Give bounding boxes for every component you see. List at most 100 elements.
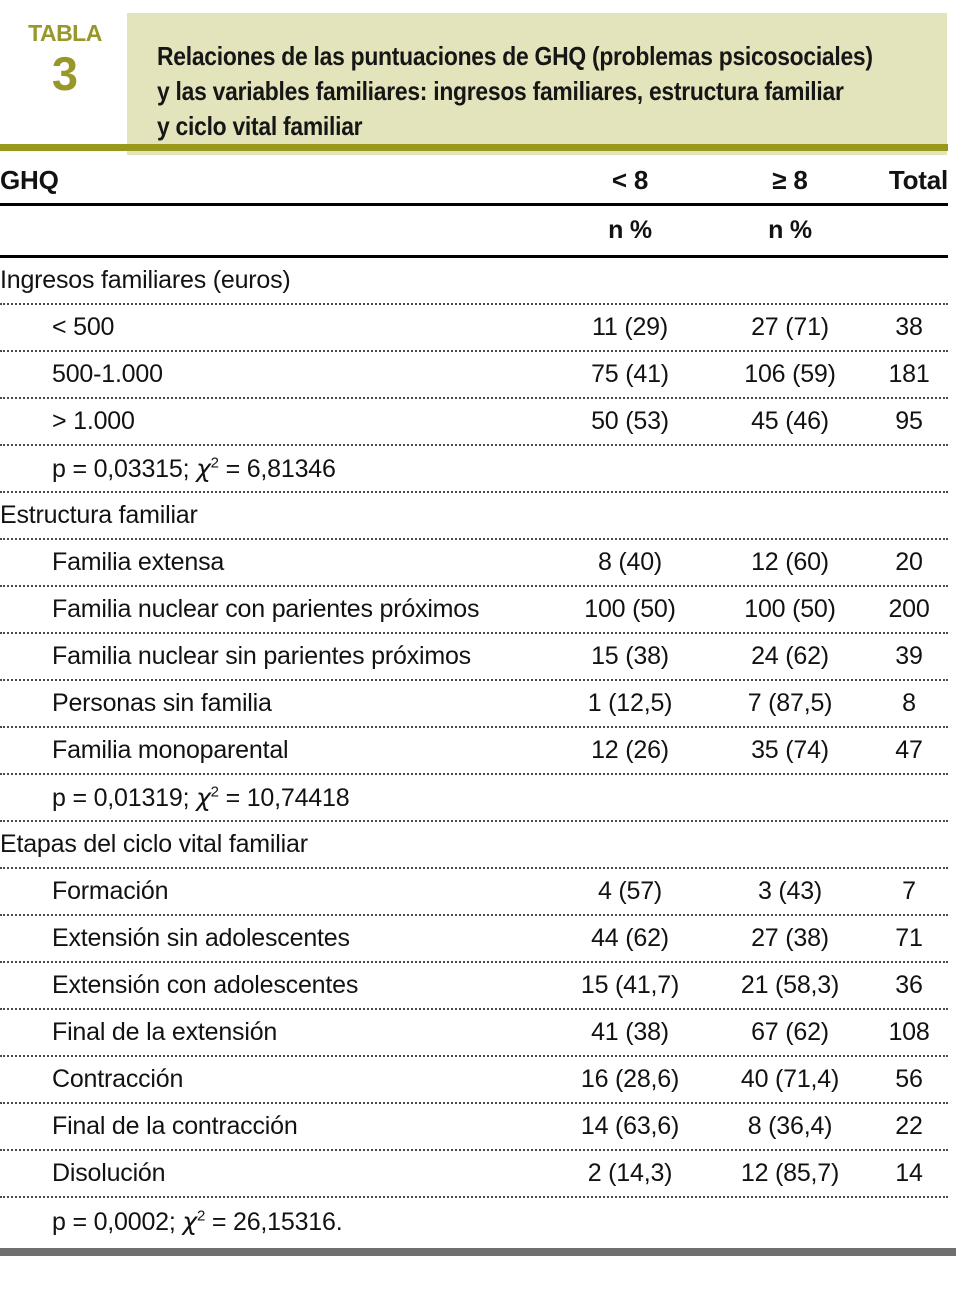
- cell-lt8: 15 (41,7): [580, 971, 680, 999]
- cell-total: 38: [895, 313, 923, 341]
- cell-gte8: 7 (87,5): [747, 689, 833, 717]
- table-title-line: y ciclo vital familiar: [157, 111, 363, 141]
- cell-lt8: 14 (63,6): [580, 1112, 680, 1140]
- stat-pre: p = 0,0002;: [52, 1207, 183, 1236]
- cell-lt8: 12 (26): [591, 736, 669, 764]
- cell-total: 7: [902, 877, 916, 905]
- cell-total: 14: [895, 1159, 923, 1187]
- column-header-gte8: ≥ 8: [772, 165, 808, 195]
- row-label: Personas sin familia: [52, 689, 272, 717]
- stat-pre: p = 0,03315;: [52, 454, 197, 483]
- cell-gte8: 100 (50): [744, 595, 836, 623]
- stat-text: p = 0,0002; χ2 = 26,15316.: [0, 1207, 948, 1237]
- cell-lt8: 4 (57): [597, 877, 663, 905]
- cell-gte8: 3 (43): [757, 877, 823, 905]
- row-label: Familia monoparental: [52, 736, 289, 764]
- cell-total: 200: [888, 595, 930, 623]
- row-label: Extensión con adolescentes: [52, 971, 359, 999]
- row-label: Final de la extensión: [52, 1018, 278, 1046]
- table-row: Disolución 2 (14,3) 12 (85,7) 14: [0, 1151, 948, 1198]
- section-title: Etapas del ciclo vital familiar: [0, 830, 308, 858]
- table-row: Contracción 16 (28,6) 40 (71,4) 56: [0, 1057, 948, 1104]
- section-title-row: Estructura familiar: [0, 493, 948, 540]
- table-row: < 500 11 (29) 27 (71) 38: [0, 305, 948, 352]
- stat-text: p = 0,03315; χ2 = 6,81346: [0, 454, 948, 484]
- cell-lt8: 1 (12,5): [587, 689, 673, 717]
- column-header-total: Total: [888, 165, 948, 195]
- table-row: > 1.000 50 (53) 45 (46) 95: [0, 399, 948, 446]
- table-badge-number: 3: [51, 47, 79, 100]
- stat-superscript: 2: [210, 783, 219, 801]
- table-row: Formación 4 (57) 3 (43) 7: [0, 869, 948, 916]
- cell-lt8: 2 (14,3): [587, 1159, 673, 1187]
- header-accent-rule: [0, 144, 948, 151]
- stat-row: p = 0,03315; χ2 = 6,81346: [0, 446, 948, 493]
- cell-gte8: 12 (85,7): [740, 1159, 840, 1187]
- table-subheader-row: n % n %: [0, 206, 948, 258]
- bottom-rule: [0, 1248, 956, 1256]
- cell-total: 108: [888, 1018, 930, 1046]
- stat-post: = 6,81346: [218, 454, 336, 483]
- row-label: Contracción: [52, 1065, 184, 1093]
- cell-lt8: 100 (50): [584, 595, 676, 623]
- row-label: Familia extensa: [52, 548, 225, 576]
- section-title: Estructura familiar: [0, 501, 198, 529]
- cell-lt8: 75 (41): [591, 360, 669, 388]
- column-header-lt8: < 8: [611, 165, 649, 195]
- cell-lt8: 8 (40): [597, 548, 663, 576]
- table-title-line: y las variables familiares: ingresos fam…: [157, 76, 844, 106]
- table-title-line: Relaciones de las puntuaciones de GHQ (p…: [157, 41, 873, 71]
- cell-total: 47: [895, 736, 923, 764]
- cell-lt8: 16 (28,6): [580, 1065, 680, 1093]
- cell-total: 71: [895, 924, 923, 952]
- cell-lt8: 15 (38): [591, 642, 669, 670]
- table-row: Familia extensa 8 (40) 12 (60) 20: [0, 540, 948, 587]
- cell-total: 95: [895, 407, 923, 435]
- cell-lt8: 41 (38): [591, 1018, 669, 1046]
- row-label: Final de la contracción: [52, 1112, 298, 1140]
- cell-gte8: 67 (62): [751, 1018, 829, 1046]
- stat-superscript: 2: [196, 1207, 206, 1225]
- cell-total: 20: [895, 548, 923, 576]
- data-table: GHQ < 8 ≥ 8 Total n % n % Ingresos famil…: [0, 158, 948, 1245]
- cell-gte8: 27 (38): [751, 924, 829, 952]
- cell-total: 56: [895, 1065, 923, 1093]
- table-row: 500-1.000 75 (41) 106 (59) 181: [0, 352, 948, 399]
- stat-post: = 26,15316.: [205, 1207, 343, 1236]
- table-title-box: Relaciones de las puntuaciones de GHQ (p…: [127, 13, 947, 155]
- column-header-ghq: GHQ: [0, 165, 59, 195]
- chi-symbol: χ: [196, 453, 211, 483]
- stat-post: = 10,74418: [218, 783, 350, 812]
- cell-gte8: 45 (46): [751, 407, 829, 435]
- cell-gte8: 12 (60): [751, 548, 829, 576]
- row-label: Disolución: [52, 1159, 166, 1187]
- table-row: Final de la contracción 14 (63,6) 8 (36,…: [0, 1104, 948, 1151]
- stat-text: p = 0,01319; χ2 = 10,74418: [0, 783, 948, 813]
- stat-superscript: 2: [210, 454, 219, 472]
- section-title-row: Ingresos familiares (euros): [0, 258, 948, 305]
- table-row: Familia nuclear con parientes próximos 1…: [0, 587, 948, 634]
- table-row: Familia nuclear sin parientes próximos 1…: [0, 634, 948, 681]
- stat-pre: p = 0,01319;: [52, 783, 197, 812]
- table-row: Familia monoparental 12 (26) 35 (74) 47: [0, 728, 948, 775]
- cell-lt8: 44 (62): [591, 924, 669, 952]
- row-label: 500-1.000: [52, 360, 163, 388]
- cell-lt8: 50 (53): [591, 407, 669, 435]
- cell-gte8: 21 (58,3): [740, 971, 840, 999]
- subheader-n-pct-lt8: n %: [608, 216, 652, 244]
- cell-total: 36: [895, 971, 923, 999]
- row-label: Familia nuclear sin parientes próximos: [52, 642, 471, 670]
- cell-total: 181: [888, 360, 930, 388]
- subheader-n-pct-gte8: n %: [768, 216, 812, 244]
- cell-gte8: 27 (71): [751, 313, 829, 341]
- row-label: < 500: [52, 313, 115, 341]
- cell-gte8: 24 (62): [751, 642, 829, 670]
- table-row: Extensión con adolescentes 15 (41,7) 21 …: [0, 963, 948, 1010]
- cell-gte8: 40 (71,4): [740, 1065, 840, 1093]
- section-title: Ingresos familiares (euros): [0, 266, 291, 294]
- stat-row: p = 0,0002; χ2 = 26,15316.: [0, 1198, 948, 1245]
- cell-gte8: 8 (36,4): [747, 1112, 833, 1140]
- row-label: Formación: [52, 877, 169, 905]
- table-badge-label: TABLA: [28, 20, 102, 46]
